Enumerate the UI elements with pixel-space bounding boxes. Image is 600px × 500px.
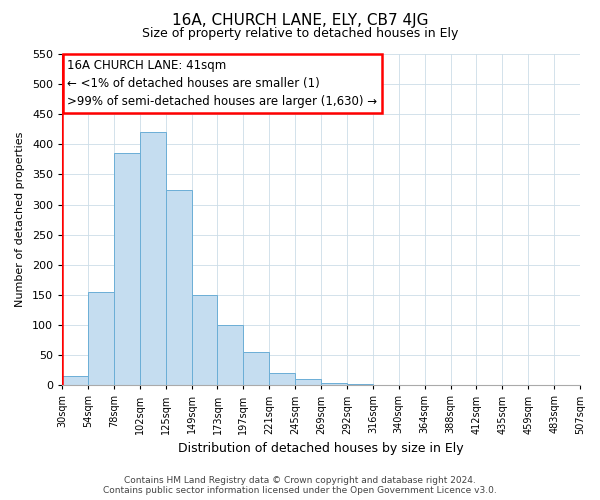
Bar [502,384,528,386]
Bar [373,384,399,386]
Bar [269,373,295,386]
Bar [399,384,425,386]
Bar [191,295,217,386]
Bar [528,384,554,386]
Bar [166,190,191,386]
Text: 16A, CHURCH LANE, ELY, CB7 4JG: 16A, CHURCH LANE, ELY, CB7 4JG [172,12,428,28]
Bar [451,384,476,386]
Bar [476,384,502,386]
Bar [114,154,140,386]
Bar [62,376,88,386]
Bar [244,352,269,386]
Text: 16A CHURCH LANE: 41sqm
← <1% of detached houses are smaller (1)
>99% of semi-det: 16A CHURCH LANE: 41sqm ← <1% of detached… [67,59,377,108]
Bar [321,384,347,386]
Bar [295,379,321,386]
Bar [140,132,166,386]
Bar [347,384,373,386]
Bar [554,384,580,386]
X-axis label: Distribution of detached houses by size in Ely: Distribution of detached houses by size … [178,442,464,455]
Text: Size of property relative to detached houses in Ely: Size of property relative to detached ho… [142,28,458,40]
Bar [217,325,244,386]
Bar [425,384,451,386]
Bar [88,292,114,386]
Y-axis label: Number of detached properties: Number of detached properties [15,132,25,308]
Text: Contains HM Land Registry data © Crown copyright and database right 2024.
Contai: Contains HM Land Registry data © Crown c… [103,476,497,495]
